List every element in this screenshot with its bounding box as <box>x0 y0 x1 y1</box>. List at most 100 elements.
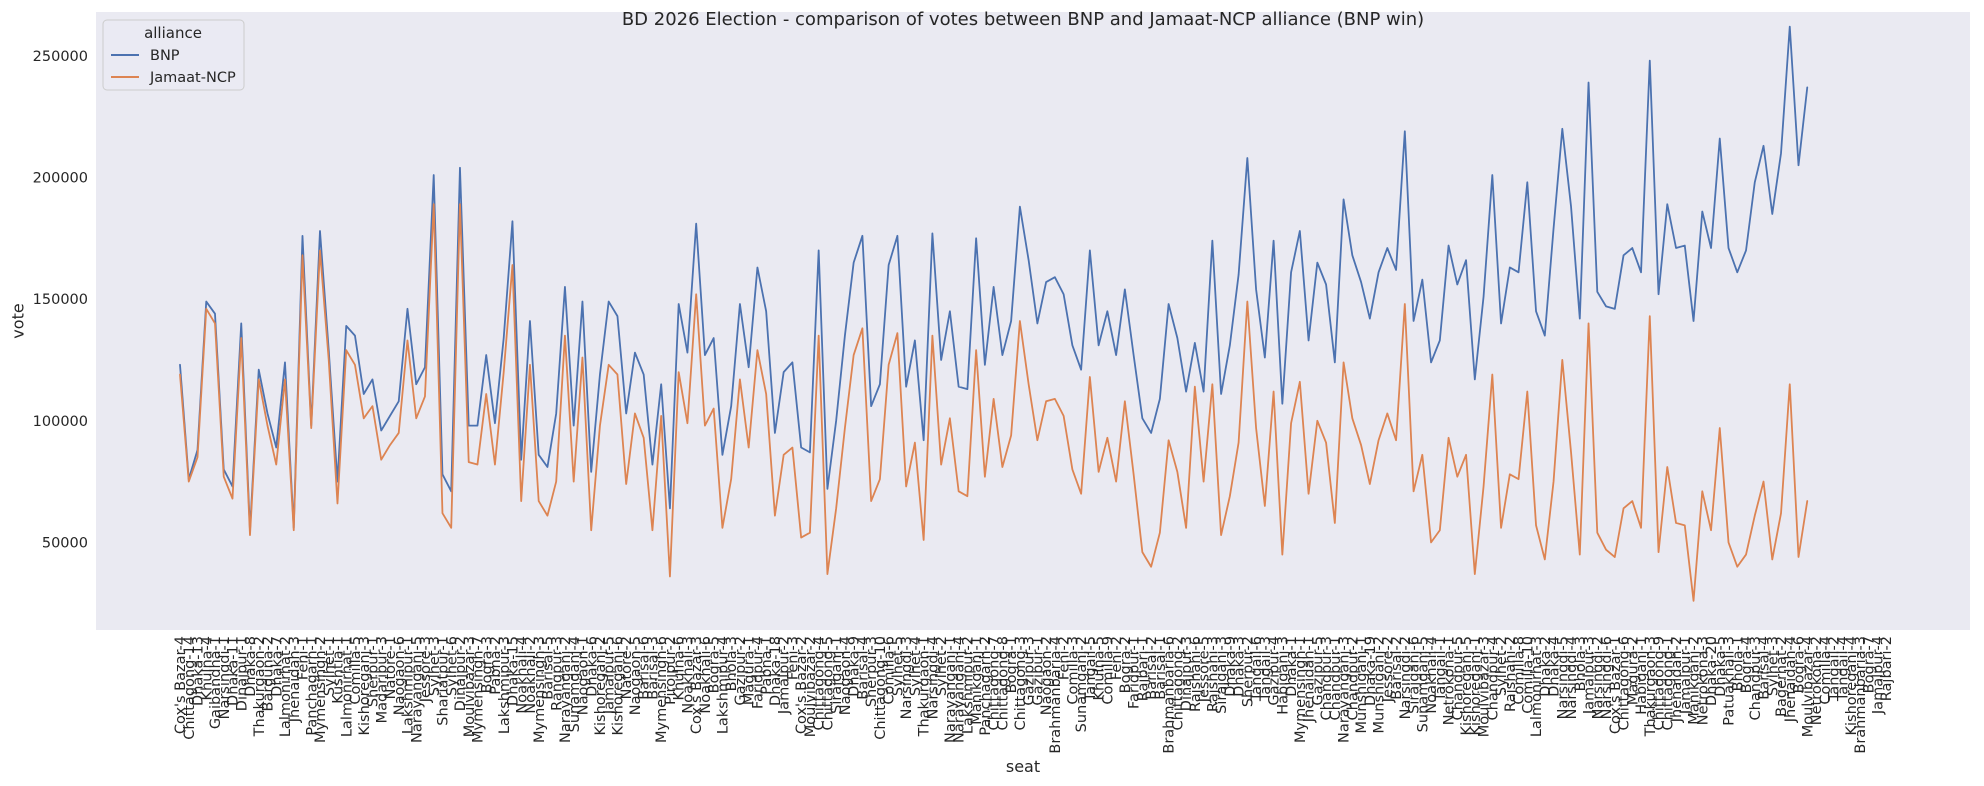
x-tick-label: Cox's Bazar-4 <box>173 636 189 734</box>
x-tick-label: Kushtia-1 <box>331 636 347 704</box>
x-tick-label: Comilla-5 <box>348 636 364 705</box>
x-tick-label: Dhaka-9 <box>847 636 863 697</box>
x-tick-label: Gazipur-3 <box>1022 636 1038 706</box>
x-tick-label: Dhaka-8 <box>243 636 259 697</box>
x-tick-label: Mymensingh-6 <box>654 636 670 743</box>
x-tick-label: Rajbari-1 <box>1135 636 1151 701</box>
x-tick-label: Feni-3 <box>785 636 801 680</box>
x-tick-label: Noakhali-3 <box>681 636 697 714</box>
x-tick-label: Narsingdi-2 <box>1590 636 1606 719</box>
x-tick-label: Narsingdi-5 <box>1555 636 1571 719</box>
x-tick-label: Feni-2 <box>1109 636 1125 680</box>
x-tick-label: Jamalpur-5 <box>602 636 618 715</box>
x-tick-label: Narsingdi-3 <box>899 636 915 719</box>
x-tick-label: Comilla-9 <box>1100 636 1116 705</box>
x-tick-label: Dhaka-13 <box>191 636 207 706</box>
x-tick-label: Shariatpur-1 <box>436 636 452 726</box>
x-tick-label: Jhenaidah-3 <box>287 636 303 723</box>
x-tick-label: Jhenaidah-1 <box>1302 636 1318 723</box>
x-tick-label: Chittagong-10 <box>873 636 889 740</box>
x-tick-label: Gazipur-1 <box>1030 636 1046 706</box>
x-tick-label: Khulna-5 <box>1092 636 1108 700</box>
x-tick-label: Kishoreganj-6 <box>611 636 627 735</box>
x-tick-label: Narayanganj-3 <box>1337 636 1353 743</box>
x-tick-label: Barisal-5 <box>541 636 557 700</box>
x-tick-label: Rajbari-2 <box>1879 636 1895 701</box>
x-tick-label: Mymensingh-2 <box>313 636 329 743</box>
x-tick-label: Pirojpur-2 <box>663 636 679 705</box>
y-tick-label: 200000 <box>33 170 88 186</box>
x-tick-label: Chandpur-1 <box>1328 636 1344 720</box>
x-tick-label: Comilla-4 <box>1818 636 1834 705</box>
x-tick-label: Lakshmipur-4 <box>715 636 731 734</box>
legend-title: alliance <box>144 24 202 42</box>
x-tick-label: Gazipur-2 <box>733 636 749 706</box>
x-tick-label: Magura-2 <box>1625 636 1641 705</box>
x-tick-label: Brahmanbaria-6 <box>1162 636 1178 754</box>
x-tick-label: Sylhet-2 <box>934 636 950 696</box>
x-tick-label: Panchagarh-1 <box>304 636 320 736</box>
x-axis: Cox's Bazar-4Chittagong-14Dhaka-13Khulna… <box>173 636 1895 754</box>
x-tick-label: Rajshahi-6 <box>1188 636 1204 712</box>
x-tick-label: Lalmonirhat-2 <box>278 636 294 737</box>
x-tick-label: Chandpur-3 <box>1319 636 1335 720</box>
x-tick-label: Manikganj-1 <box>969 636 985 725</box>
x-tick-label: Feni-1 <box>296 636 312 680</box>
x-tick-label: Habiganj-3 <box>1275 636 1291 715</box>
x-tick-label: Sirajganj-3 <box>1214 636 1230 714</box>
plot-area <box>96 12 1970 630</box>
x-tick-label: Chittagong-5 <box>820 636 836 731</box>
x-tick-label: Sylhet-5 <box>890 636 906 696</box>
x-tick-label: Sylhet-3 <box>1765 636 1781 696</box>
x-tick-label: Brahmanbaria-4 <box>1048 636 1064 754</box>
x-tick-label: Jessore-3 <box>418 636 434 703</box>
x-tick-label: Tangail-1 <box>1433 636 1449 702</box>
x-tick-label: Chandpur-4 <box>1485 636 1501 720</box>
x-tick-label: Bogra-6 <box>1792 636 1808 693</box>
x-tick-label: Narayanganj-4 <box>952 636 968 743</box>
x-tick-label: Dhaka-11 <box>226 636 242 706</box>
x-tick-label: Dhaka-19 <box>1363 636 1379 706</box>
x-tick-label: Kishoreganj-4 <box>1844 636 1860 735</box>
y-tick-label: 50000 <box>42 535 88 551</box>
x-tick-label: Jhenaidah-4 <box>1783 636 1799 723</box>
x-tick-label: Sylhet-6 <box>444 636 460 696</box>
x-tick-label: Jamalpur-3 <box>1582 636 1598 715</box>
x-tick-label: Khulna-4 <box>199 636 215 700</box>
x-tick-label: Barisal-4 <box>855 636 871 700</box>
y-axis-title: vote <box>9 303 28 338</box>
x-tick-label: Barisal-4 <box>1757 636 1773 700</box>
x-tick-label: Pabna-1 <box>759 636 775 695</box>
x-tick-label: Mymensingh-3 <box>532 636 548 743</box>
x-tick-label: Thakurgaon-2 <box>252 636 268 737</box>
x-tick-label: Comilla-8 <box>1512 636 1528 705</box>
x-tick-label: Patuakhali-3 <box>1722 636 1738 726</box>
x-tick-label: Narsingdi-1 <box>217 636 233 719</box>
x-tick-label: Lalmonirhat-3 <box>1529 636 1545 737</box>
x-tick-label: Netrokona-3 <box>1695 636 1711 725</box>
x-tick-label: Barisal-3 <box>646 636 662 700</box>
x-tick-label: Barisal-2 <box>1144 636 1160 700</box>
y-tick-label: 150000 <box>33 292 88 308</box>
x-tick-label: Sylhet-3 <box>427 636 443 696</box>
x-tick-label: Noakhali-2 <box>523 636 539 714</box>
x-tick-label: Magura-1 <box>742 636 758 705</box>
x-tick-label: Lakshmipur-1 <box>401 636 417 734</box>
x-tick-label: Sirajganj-1 <box>829 636 845 714</box>
x-tick-label: Bogra-2 <box>1118 636 1134 693</box>
x-tick-label: Moulvibazar-2 <box>803 636 819 737</box>
x-tick-label: Sherpur-1 <box>366 636 382 707</box>
x-tick-label: Tangail-3 <box>1258 636 1274 702</box>
x-tick-label: Chittagong-2 <box>1170 636 1186 731</box>
x-tick-label: Faridpur-1 <box>1127 636 1143 709</box>
x-tick-label: Comilla-10 <box>1520 636 1536 714</box>
x-tick-label: Dhaka-4 <box>1547 636 1563 697</box>
x-tick-label: Chittagong-3 <box>1013 636 1029 731</box>
x-tick-label: Narayanganj-5 <box>409 636 425 743</box>
x-tick-label: Panchagarh-2 <box>978 636 994 736</box>
x-tick-label: Thakurgaon-3 <box>1643 636 1659 737</box>
series-line-jamaat-ncp <box>179 203 1809 602</box>
x-tick-label: Madaripur-3 <box>374 636 390 723</box>
x-tick-label: Habiganj-1 <box>1634 636 1650 715</box>
legend: alliance BNP Jamaat-NCP <box>102 19 245 91</box>
